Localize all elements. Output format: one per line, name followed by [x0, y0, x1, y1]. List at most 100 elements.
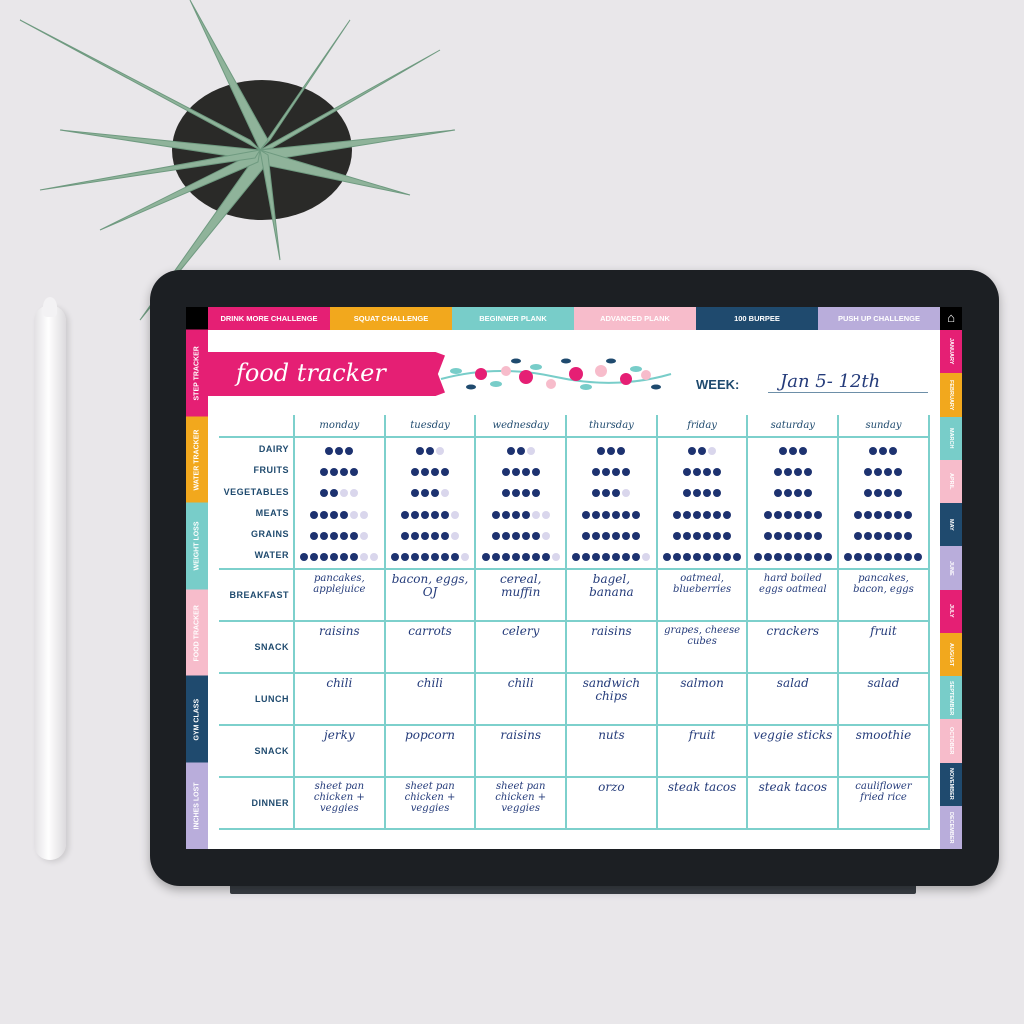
serving-dot[interactable] [441, 553, 450, 562]
serving-dot[interactable] [426, 446, 435, 455]
serving-dot[interactable] [481, 553, 490, 562]
meal-entry[interactable]: carrots [383, 619, 477, 674]
serving-dot[interactable] [441, 467, 450, 476]
serving-dot[interactable] [663, 553, 672, 562]
serving-dot[interactable] [632, 553, 641, 562]
serving-dot[interactable] [506, 446, 515, 455]
serving-dot[interactable] [884, 553, 893, 562]
serving-dot[interactable] [874, 467, 883, 476]
serving-dot[interactable] [622, 531, 631, 540]
serving-dot[interactable] [884, 467, 893, 476]
serving-dot[interactable] [421, 489, 430, 498]
serving-dot[interactable] [803, 467, 812, 476]
serving-dot[interactable] [693, 553, 702, 562]
serving-dot[interactable] [411, 553, 420, 562]
serving-dot[interactable] [894, 467, 903, 476]
serving-dot[interactable] [854, 531, 863, 540]
serving-dot[interactable] [879, 446, 888, 455]
serving-dot[interactable] [521, 467, 530, 476]
meal-entry[interactable]: bagel, banana [565, 567, 658, 622]
tab-month-september[interactable]: SEPTEMBER [940, 676, 962, 720]
serving-dot[interactable] [360, 510, 369, 519]
meal-entry[interactable]: chili [383, 671, 477, 726]
serving-dot[interactable] [320, 553, 329, 562]
serving-dot[interactable] [864, 489, 873, 498]
serving-dot[interactable] [501, 489, 510, 498]
meal-entry[interactable]: raisins [474, 723, 568, 778]
serving-dot[interactable] [703, 510, 712, 519]
serving-dot[interactable] [693, 531, 702, 540]
serving-dot[interactable] [350, 531, 359, 540]
serving-dot[interactable] [401, 553, 410, 562]
serving-dot[interactable] [622, 467, 631, 476]
serving-dot[interactable] [622, 553, 631, 562]
tab-beginner-plank[interactable]: BEGINNER PLANK [452, 307, 574, 330]
serving-dot[interactable] [642, 553, 651, 562]
meal-entry[interactable]: sheet pan chicken + veggies [474, 775, 568, 830]
meal-entry[interactable]: pancakes, bacon, eggs [837, 567, 930, 622]
serving-dot[interactable] [864, 553, 873, 562]
serving-dot[interactable] [763, 531, 772, 540]
serving-dot[interactable] [612, 531, 621, 540]
serving-dot[interactable] [592, 510, 601, 519]
meal-entry[interactable]: sheet pan chicken + veggies [293, 775, 386, 830]
serving-dot[interactable] [894, 553, 903, 562]
serving-dot[interactable] [330, 489, 339, 498]
meal-entry[interactable]: salad [837, 671, 930, 726]
serving-dot[interactable] [864, 467, 873, 476]
serving-dot[interactable] [723, 553, 732, 562]
serving-dot[interactable] [360, 553, 369, 562]
serving-dot[interactable] [310, 553, 319, 562]
serving-dot[interactable] [340, 553, 349, 562]
serving-dot[interactable] [391, 553, 400, 562]
tab-100-burpee[interactable]: 100 BURPEE [696, 307, 818, 330]
meal-entry[interactable]: hard boiled eggs oatmeal [746, 567, 840, 622]
serving-dot[interactable] [531, 467, 540, 476]
serving-dot[interactable] [713, 531, 722, 540]
serving-dot[interactable] [491, 510, 500, 519]
tab-month-february[interactable]: FEBRUARY [940, 373, 962, 417]
serving-dot[interactable] [501, 510, 510, 519]
serving-dot[interactable] [793, 531, 802, 540]
serving-dot[interactable] [551, 553, 560, 562]
serving-dot[interactable] [683, 467, 692, 476]
serving-dot[interactable] [803, 510, 812, 519]
serving-dot[interactable] [441, 510, 450, 519]
serving-dot[interactable] [753, 553, 762, 562]
serving-dot[interactable] [864, 531, 873, 540]
serving-dot[interactable] [793, 553, 802, 562]
tab-push-up-challenge[interactable]: PUSH UP CHALLENGE [818, 307, 940, 330]
serving-dot[interactable] [889, 446, 898, 455]
serving-dot[interactable] [632, 531, 641, 540]
meal-entry[interactable]: salmon [655, 671, 749, 726]
meal-entry[interactable]: crackers [746, 619, 840, 674]
meal-entry[interactable]: fruit [655, 723, 749, 778]
serving-dot[interactable] [703, 531, 712, 540]
serving-dot[interactable] [340, 510, 349, 519]
serving-dot[interactable] [330, 553, 339, 562]
serving-dot[interactable] [431, 531, 440, 540]
serving-dot[interactable] [783, 510, 792, 519]
serving-dot[interactable] [693, 467, 702, 476]
serving-dot[interactable] [773, 553, 782, 562]
serving-dot[interactable] [793, 489, 802, 498]
serving-dot[interactable] [693, 510, 702, 519]
tab-food-tracker[interactable]: FOOD TRACKER [186, 589, 208, 676]
serving-dot[interactable] [773, 467, 782, 476]
serving-dot[interactable] [350, 553, 359, 562]
serving-dot[interactable] [416, 446, 425, 455]
meal-entry[interactable]: bacon, eggs, OJ [383, 567, 477, 622]
meal-entry[interactable]: nuts [565, 723, 658, 778]
home-icon[interactable]: ⌂ [940, 307, 962, 330]
serving-dot[interactable] [421, 531, 430, 540]
serving-dot[interactable] [884, 531, 893, 540]
serving-dot[interactable] [421, 467, 430, 476]
meal-entry[interactable]: fruit [837, 619, 930, 674]
meal-entry[interactable]: jerky [293, 723, 386, 778]
tab-month-may[interactable]: MAY [940, 503, 962, 547]
meal-entry[interactable]: celery [474, 619, 568, 674]
serving-dot[interactable] [431, 510, 440, 519]
serving-dot[interactable] [370, 553, 379, 562]
meal-entry[interactable]: sheet pan chicken + veggies [383, 775, 477, 830]
serving-dot[interactable] [869, 446, 878, 455]
